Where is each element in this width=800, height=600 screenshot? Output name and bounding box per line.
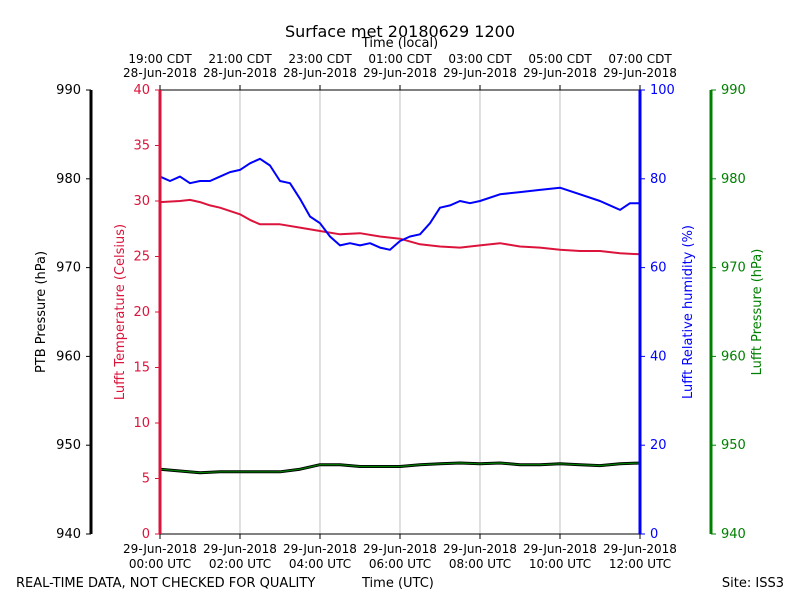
ptb-tick-label-940: 940	[56, 527, 81, 542]
bottom-tick-date-4: 29-Jun-2018	[443, 542, 517, 556]
bottom-tick-time-0: 00:00 UTC	[129, 557, 191, 571]
rh-tick-label-60: 60	[650, 261, 667, 276]
temp-tick-label-10: 10	[133, 416, 150, 431]
bottom-tick-time-5: 10:00 UTC	[529, 557, 591, 571]
top-tick-time-5: 05:00 CDT	[528, 52, 592, 66]
top-tick-time-4: 03:00 CDT	[448, 52, 512, 66]
quality-disclaimer: REAL-TIME DATA, NOT CHECKED FOR QUALITY	[16, 576, 316, 591]
bottom-axis-label: Time (UTC)	[362, 576, 434, 591]
bottom-tick-date-2: 29-Jun-2018	[283, 542, 357, 556]
top-tick-date-0: 28-Jun-2018	[123, 66, 197, 80]
top-tick-date-5: 29-Jun-2018	[523, 66, 597, 80]
temp-tick-label-35: 35	[133, 139, 150, 154]
top-tick-date-4: 29-Jun-2018	[443, 66, 517, 80]
top-tick-date-1: 28-Jun-2018	[203, 66, 277, 80]
chart-title: Surface met 20180629 1200	[285, 22, 515, 41]
top-tick-date-6: 29-Jun-2018	[603, 66, 677, 80]
rh-tick-label-20: 20	[650, 438, 667, 453]
lp-tick-label-990: 990	[721, 83, 746, 98]
rh-axis-label: Lufft Relative humidity (%)	[681, 225, 696, 399]
temp-tick-label-0: 0	[142, 527, 150, 542]
top-tick-time-3: 01:00 CDT	[368, 52, 432, 66]
lp-tick-label-960: 960	[721, 349, 746, 364]
rh-tick-label-80: 80	[650, 172, 667, 187]
site-label: Site: ISS3	[721, 576, 784, 591]
bottom-tick-time-3: 06:00 UTC	[369, 557, 431, 571]
series-line-rh	[159, 157, 640, 251]
bottom-tick-time-2: 04:00 UTC	[289, 557, 351, 571]
temp-tick-label-5: 5	[142, 472, 150, 487]
bottom-tick-date-5: 29-Jun-2018	[523, 542, 597, 556]
ptb-tick-label-990: 990	[56, 83, 81, 98]
lp-tick-label-940: 940	[721, 527, 746, 542]
bottom-tick-date-0: 29-Jun-2018	[123, 542, 197, 556]
top-tick-time-1: 21:00 CDT	[208, 52, 272, 66]
top-tick-time-2: 23:00 CDT	[288, 52, 352, 66]
ptb-tick-label-950: 950	[56, 438, 81, 453]
temp-tick-label-15: 15	[133, 361, 150, 376]
series-line-lp	[159, 462, 641, 474]
rh-tick-label-0: 0	[650, 527, 658, 542]
bottom-tick-date-6: 29-Jun-2018	[603, 542, 677, 556]
temp-tick-label-20: 20	[133, 305, 150, 320]
top-tick-time-6: 07:00 CDT	[608, 52, 672, 66]
lp-tick-label-950: 950	[721, 438, 746, 453]
bottom-tick-date-1: 29-Jun-2018	[203, 542, 277, 556]
temp-tick-label-30: 30	[133, 194, 150, 209]
lp-axis-label: Lufft Pressure (hPa)	[750, 249, 765, 376]
top-tick-date-2: 28-Jun-2018	[283, 66, 357, 80]
rh-tick-label-40: 40	[650, 349, 667, 364]
ptb-tick-label-980: 980	[56, 172, 81, 187]
bottom-tick-time-6: 12:00 UTC	[609, 557, 671, 571]
bottom-tick-time-4: 08:00 UTC	[449, 557, 511, 571]
rh-tick-label-100: 100	[650, 83, 675, 98]
series-line-temp	[159, 198, 641, 256]
top-axis-label: Time (local)	[361, 36, 438, 51]
top-tick-date-3: 29-Jun-2018	[363, 66, 437, 80]
bottom-tick-time-1: 02:00 UTC	[209, 557, 271, 571]
bottom-tick-date-3: 29-Jun-2018	[363, 542, 437, 556]
temp-tick-label-40: 40	[133, 83, 150, 98]
ptb-tick-label-970: 970	[56, 261, 81, 276]
temp-tick-label-25: 25	[133, 250, 150, 265]
top-tick-time-0: 19:00 CDT	[128, 52, 192, 66]
lp-tick-label-970: 970	[721, 261, 746, 276]
ptb-axis-label: PTB Pressure (hPa)	[34, 251, 49, 373]
lp-tick-label-980: 980	[721, 172, 746, 187]
temp-axis-label: Lufft Temperature (Celsius)	[113, 224, 128, 400]
ptb-tick-label-960: 960	[56, 349, 81, 364]
